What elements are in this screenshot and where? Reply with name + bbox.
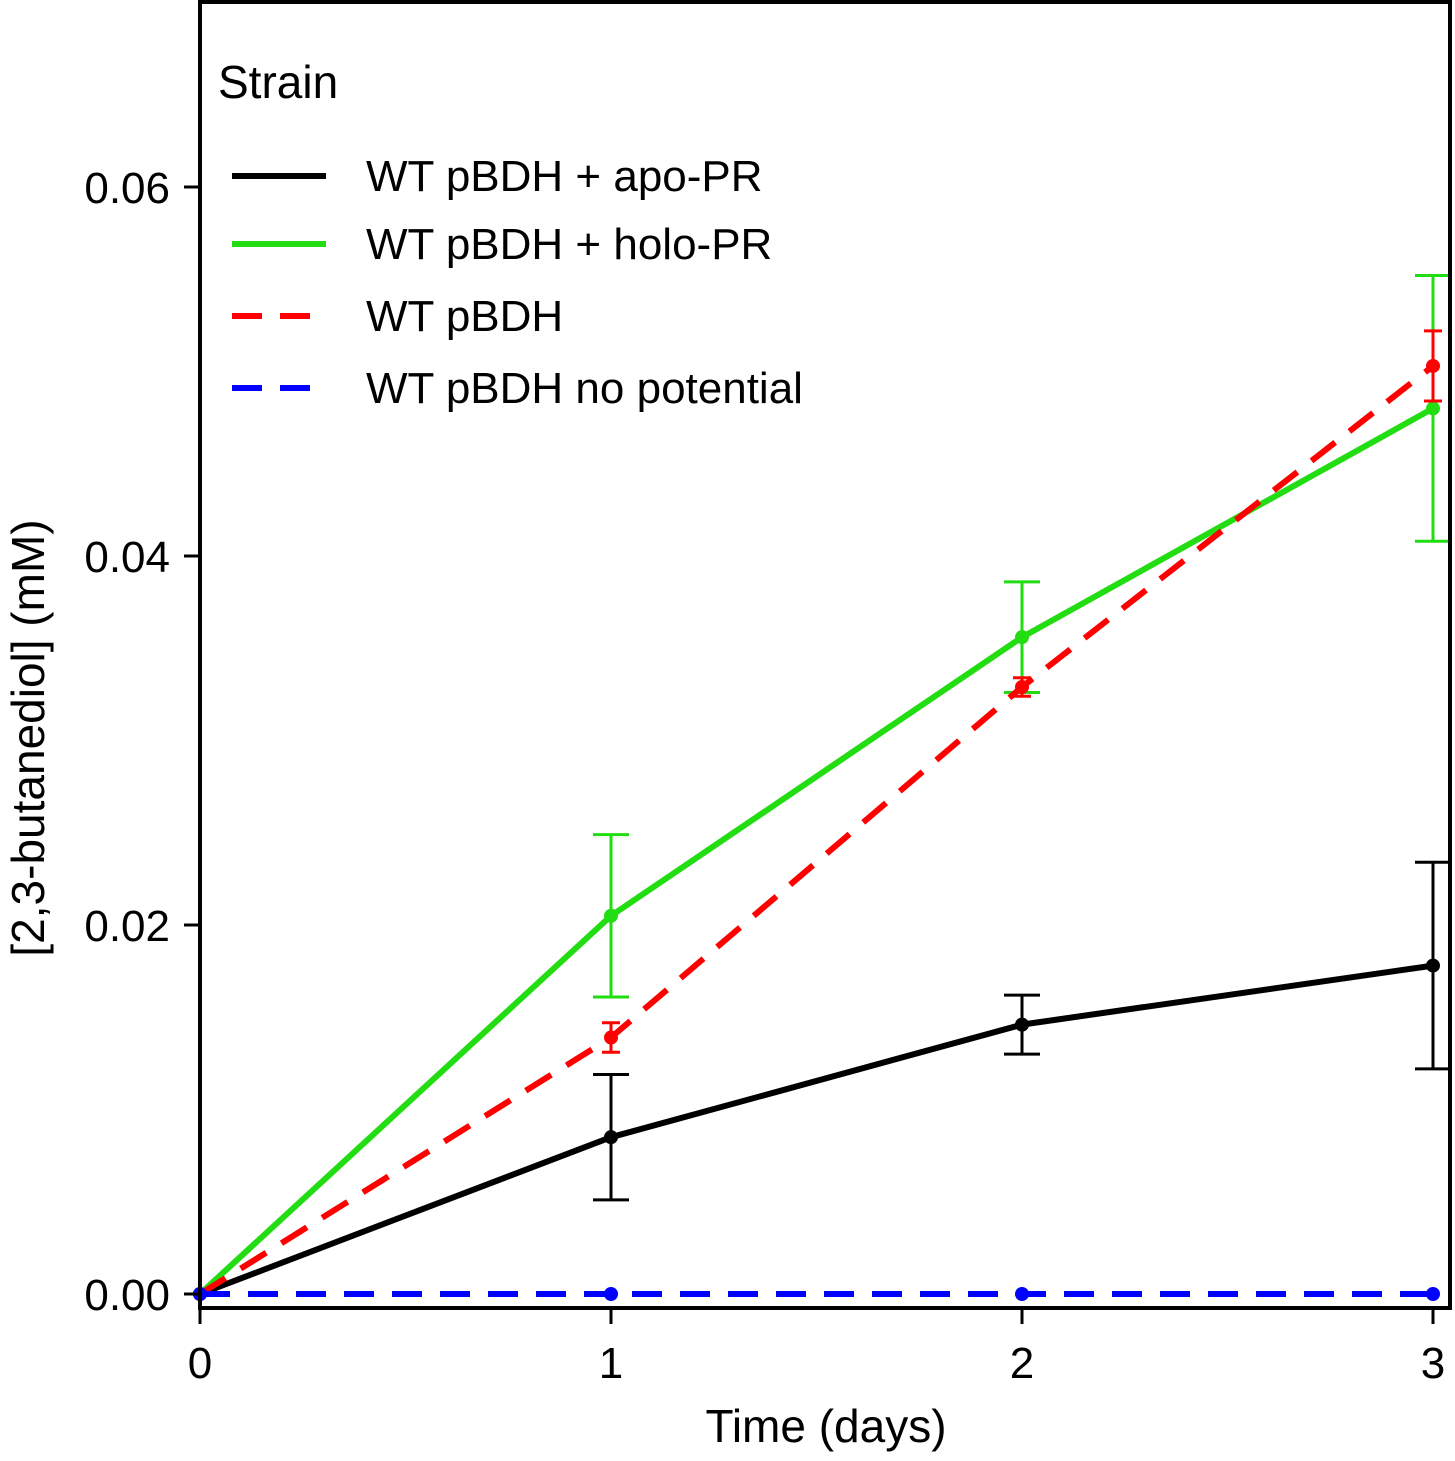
- data-point: [604, 1030, 618, 1045]
- data-point: [1426, 1287, 1440, 1301]
- series-3: [193, 1287, 1440, 1301]
- legend-item-2: WT pBDH: [232, 292, 563, 341]
- legend-label: WT pBDH + apo-PR: [366, 152, 763, 201]
- data-point: [604, 1130, 618, 1145]
- data-point: [1426, 958, 1440, 973]
- data-point: [1015, 1017, 1029, 1032]
- series-layer: [193, 274, 1451, 1301]
- series-line: [198, 363, 1435, 1297]
- series-line: [197, 405, 1435, 1297]
- data-point: [1015, 1287, 1029, 1301]
- plot-border: [198, 0, 1452, 1310]
- legend-item-0: WT pBDH + apo-PR: [232, 152, 763, 201]
- series-0: [193, 860, 1451, 1301]
- y-tick-label: 0.06: [84, 164, 170, 213]
- series-2: [193, 329, 1442, 1301]
- data-point: [604, 908, 618, 923]
- y-axis-title: [2,3-butanediol] (mM): [2, 519, 54, 956]
- y-tick-label: 0.00: [84, 1271, 170, 1320]
- data-point: [1015, 630, 1029, 645]
- y-tick-label: 0.02: [84, 902, 170, 951]
- x-tick-label: 3: [1421, 1339, 1445, 1388]
- data-point: [604, 1287, 618, 1301]
- legend-item-1: WT pBDH + holo-PR: [232, 220, 772, 269]
- axes-layer: 0.00 0.02 0.04 0.06 0 1 2 3: [84, 0, 1452, 1388]
- legend-label: WT pBDH no potential: [366, 364, 803, 413]
- legend-title: Strain: [218, 56, 338, 108]
- series-line: [198, 962, 1434, 1297]
- legend-item-3: WT pBDH no potential: [232, 364, 803, 413]
- x-tick-label: 2: [1010, 1339, 1034, 1388]
- legend-label: WT pBDH + holo-PR: [366, 220, 772, 269]
- x-tick-label: 0: [188, 1339, 212, 1388]
- x-axis-title: Time (days): [705, 1400, 946, 1452]
- data-point: [1015, 679, 1029, 694]
- y-tick-label: 0.04: [84, 533, 170, 582]
- legend-label: WT pBDH: [366, 292, 563, 341]
- data-point: [1426, 401, 1440, 416]
- data-point: [1426, 358, 1440, 373]
- series-1: [193, 274, 1451, 1301]
- legend: Strain WT pBDH + apo-PR WT pBDH + holo-PR…: [218, 56, 803, 413]
- x-tick-label: 1: [599, 1339, 623, 1388]
